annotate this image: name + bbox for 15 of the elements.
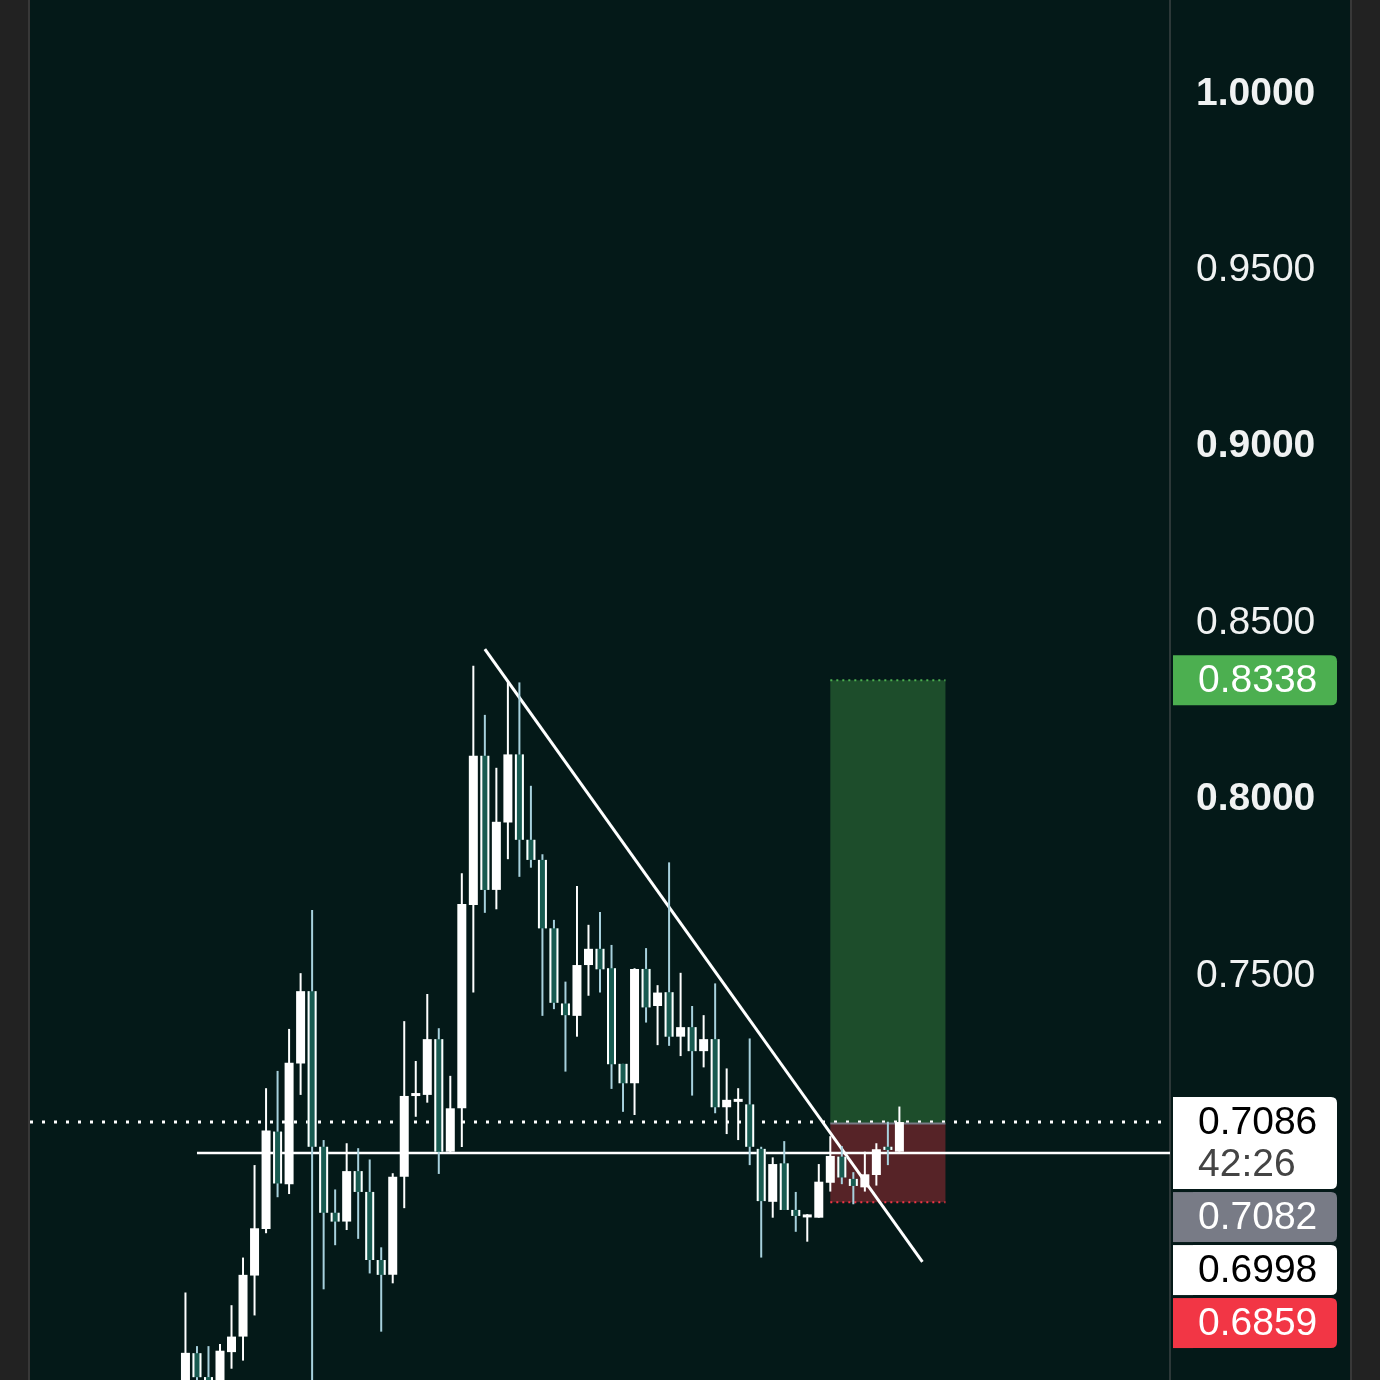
legend-label: 0.7082 (1198, 1193, 1318, 1237)
ref-line-label: 0.7086 (1198, 1098, 1318, 1142)
legend-label: 0.6998 (1198, 1246, 1318, 1290)
candlestick (411, 1061, 421, 1117)
candlestick (802, 1214, 812, 1242)
y-tick-label: 0.7500 (1196, 951, 1316, 995)
text: 0.8338 (1198, 657, 1318, 701)
legend-label: 0.6859 (1198, 1299, 1318, 1343)
y-tick-label: 0.8500 (1196, 598, 1316, 642)
candlestick (203, 1346, 213, 1380)
y-tick-label: 1.0000 (1196, 69, 1316, 113)
y-tick-label: 0.9500 (1196, 246, 1316, 290)
y-tick-label: 0.9000 (1196, 422, 1316, 466)
y-tick-label: 0.8000 (1196, 775, 1316, 819)
text: 42:26 (1198, 1140, 1296, 1184)
